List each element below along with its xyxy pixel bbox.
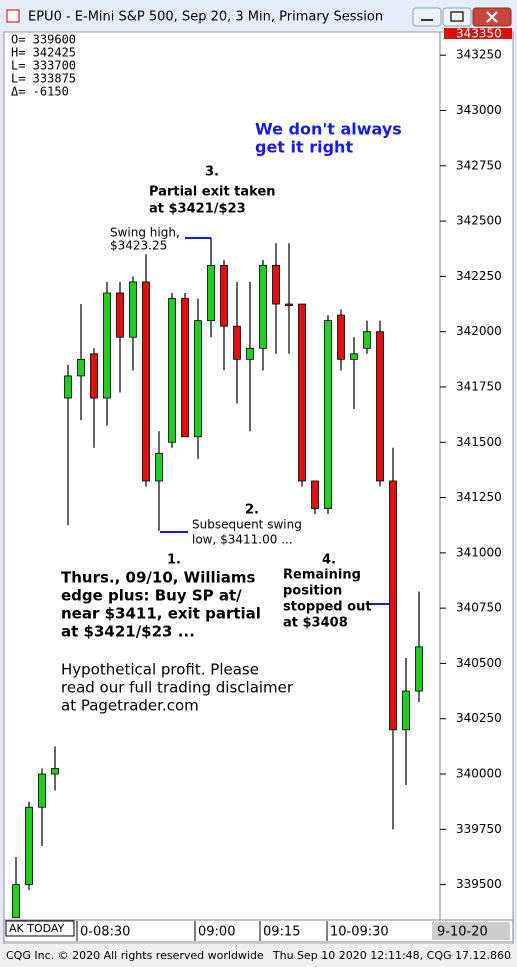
candle-body xyxy=(272,264,280,305)
candle-body xyxy=(103,292,111,399)
candle-body xyxy=(233,325,241,360)
annotation: at $3421/$23 xyxy=(149,202,246,217)
maximize-icon xyxy=(450,11,464,22)
candle-body xyxy=(155,452,163,482)
y-tick-label: 341250 xyxy=(456,490,502,504)
candle-body xyxy=(337,314,345,360)
candle-body xyxy=(415,646,423,692)
y-tick-label: 339500 xyxy=(456,877,502,891)
annotation: near $3411, exit partial xyxy=(61,605,261,623)
annotation: $3423.25 xyxy=(110,239,167,253)
candle-body xyxy=(324,320,332,510)
info-line: O= 339600 xyxy=(11,33,76,47)
info-line: L= 333700 xyxy=(11,59,76,73)
candle-body xyxy=(220,264,228,327)
y-tick-label: 341750 xyxy=(456,379,502,393)
date-label: 9-10-20 xyxy=(437,925,488,940)
annotation: We don't always xyxy=(255,120,402,139)
left-label: AK TODAY xyxy=(9,922,65,935)
maximize-button[interactable] xyxy=(442,7,472,27)
annotation: 2. xyxy=(245,503,259,518)
app-icon xyxy=(6,9,20,23)
annotation: Partial exit taken xyxy=(149,185,276,200)
status-bar xyxy=(0,944,517,967)
annotation: low, $3411.00 ... xyxy=(192,533,293,547)
time-axis xyxy=(3,919,514,943)
candle-body xyxy=(142,281,150,482)
candle-body xyxy=(402,690,410,731)
candle-body xyxy=(350,353,358,360)
annotation: 4. xyxy=(322,553,336,568)
y-tick-label: 342250 xyxy=(456,269,502,283)
footer-right: Thu Sep 10 2020 12:11:48, CQG 17.12.860 xyxy=(272,949,511,962)
y-tick-label: 340250 xyxy=(456,711,502,725)
x-tick-label: 10-09:30 xyxy=(330,925,389,940)
y-tick-label: 340500 xyxy=(456,656,502,670)
annotation: at $3408 xyxy=(283,616,348,631)
candle-body xyxy=(376,331,384,482)
candle-body xyxy=(51,768,59,775)
y-tick-label: 342750 xyxy=(456,158,502,172)
annotation: edge plus: Buy SP at/ xyxy=(61,587,242,605)
price-label-box xyxy=(444,28,512,39)
y-tick-label: 343250 xyxy=(456,48,502,62)
y-tick-label: 342000 xyxy=(456,324,502,338)
candle-body xyxy=(194,320,202,438)
left-label-box xyxy=(5,920,75,937)
y-tick-label: 340750 xyxy=(456,601,502,615)
window-title: EPU0 - E-Mini S&P 500, Sep 20, 3 Min, Pr… xyxy=(28,10,383,25)
x-tick-label: 0-08:30 xyxy=(80,925,130,940)
annotation: Swing high, xyxy=(110,226,180,240)
candle-body xyxy=(38,773,46,808)
annotation: Subsequent swing xyxy=(192,518,302,532)
close-icon xyxy=(486,11,498,23)
chart-area xyxy=(3,31,514,945)
candle-body xyxy=(12,884,20,919)
y-tick-label: 342500 xyxy=(456,214,502,228)
candle-body xyxy=(363,331,371,349)
annotation: at Pagetrader.com xyxy=(61,697,199,715)
candle-body xyxy=(298,303,306,482)
annotation: read our full trading disclaimer xyxy=(61,679,294,697)
info-line: L= 333875 xyxy=(11,72,76,86)
y-tick-label: 341500 xyxy=(456,435,502,449)
minimize-button[interactable] xyxy=(412,7,442,27)
footer-left: CQG Inc. © 2020 All rights reserved worl… xyxy=(6,949,264,962)
y-tick-label: 341000 xyxy=(456,545,502,559)
candle-body xyxy=(90,353,98,399)
current-price-label: 343350 xyxy=(456,27,502,41)
annotation: Thurs., 09/10, Williams xyxy=(61,569,256,587)
annotation: get it right xyxy=(255,138,353,157)
candle-body xyxy=(25,806,33,886)
y-tick-label: 339750 xyxy=(456,822,502,836)
candle-body xyxy=(389,480,397,731)
date-label-box xyxy=(432,922,510,940)
annotation: 1. xyxy=(167,553,181,568)
candle-body xyxy=(207,264,215,322)
candle-body xyxy=(168,298,176,443)
y-tick-label: 340000 xyxy=(456,767,502,781)
annotation: position xyxy=(283,584,342,599)
annotation: at $3421/$23 ... xyxy=(61,623,195,641)
x-tick-label: 09:00 xyxy=(198,925,235,940)
candle-body xyxy=(285,303,293,306)
candle-body xyxy=(129,281,137,338)
candle-body xyxy=(246,347,254,360)
annotation: stopped out xyxy=(283,600,372,615)
annotation: Hypothetical profit. Please xyxy=(61,661,259,679)
candle-body xyxy=(116,292,124,338)
info-line: Δ= -6150 xyxy=(11,85,69,99)
y-tick-label: 343000 xyxy=(456,103,502,117)
candle-body xyxy=(259,264,267,349)
candle-body xyxy=(77,358,85,377)
candle-body xyxy=(311,480,319,510)
candle-body xyxy=(181,298,189,438)
annotation: Remaining xyxy=(283,568,361,583)
candle-body xyxy=(64,375,72,399)
x-tick-label: 09:15 xyxy=(263,925,300,940)
info-line: H= 342425 xyxy=(11,46,76,60)
annotation: 3. xyxy=(205,165,219,180)
